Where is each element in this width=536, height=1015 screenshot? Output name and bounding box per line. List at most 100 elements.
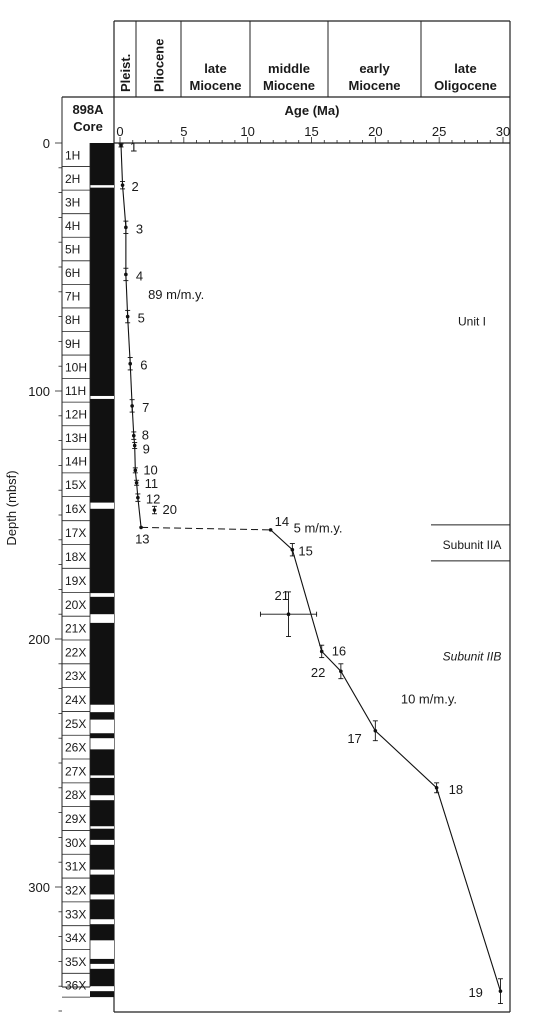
core-recovery-gap [90, 502, 114, 509]
datum-label: 5 [138, 311, 145, 326]
datum-label: 15 [298, 544, 312, 559]
core-recovery-gap [90, 614, 114, 623]
datum-point [136, 495, 140, 500]
core-label: 5H [65, 243, 80, 257]
epoch-label: Pleist. [118, 54, 133, 92]
datum-point [339, 669, 343, 674]
datum-point [128, 361, 133, 366]
annotations: 89 m/m.y. 5 m/m.y. 10 m/m.y. [148, 287, 457, 706]
datum-label: 21 [275, 588, 289, 603]
trend-line-10 [270, 529, 501, 992]
core-label: 22X [65, 645, 86, 659]
epoch-label: Pliocene [152, 39, 167, 92]
epoch-label: middle [268, 61, 310, 76]
datum-point [120, 183, 125, 187]
core-label: 30X [65, 836, 86, 850]
core-label: 15X [65, 478, 86, 492]
core-label: 24X [65, 693, 86, 707]
core-label: 19X [65, 574, 86, 588]
lithologic-units: Unit I Subunit IIA Subunit IIB [431, 315, 510, 663]
core-label: 6H [65, 266, 80, 280]
core-label: 25X [65, 717, 86, 731]
core-recovery-gap [90, 719, 114, 734]
datum-point [125, 314, 130, 319]
core-label: 16X [65, 502, 86, 516]
datum-point [152, 508, 157, 512]
x-tick-label: 15 [304, 124, 318, 139]
core-label: 29X [65, 812, 86, 826]
datum-point [268, 528, 273, 532]
core-label: 33X [65, 907, 86, 921]
datum-point [319, 649, 324, 654]
rate-annotation: 10 m/m.y. [401, 691, 457, 706]
x-tick-label: 25 [432, 124, 446, 139]
core-header-label: Core [73, 119, 103, 134]
core-column: 898A Core 1H 2H 3H 4H 5H 6H 7H 8H 9H 10H 11H 12H 13H 14… [62, 102, 114, 998]
core-label: 32X [65, 883, 86, 897]
core-label: 11H [65, 384, 86, 398]
epoch-label: Miocene [348, 78, 400, 93]
datum-point [124, 272, 128, 277]
epoch-label: early [359, 61, 390, 76]
core-label: 1H [65, 148, 80, 162]
core-recovery-bar [90, 143, 114, 998]
rate-annotation: 89 m/m.y. [148, 287, 204, 302]
core-label: 9H [65, 337, 80, 351]
core-recovery-gap [90, 738, 114, 750]
x-tick-label: 5 [180, 124, 187, 139]
core-label: 13H [65, 431, 87, 445]
datum-point [373, 728, 378, 733]
y-tick-label: 200 [28, 632, 50, 647]
datum-label: 9 [143, 442, 150, 457]
core-label: 27X [65, 764, 86, 778]
datum-label: 1 [130, 139, 137, 154]
core-label: 8H [65, 313, 80, 327]
x-tick-label: 20 [368, 124, 382, 139]
core-recovery-gap [90, 919, 114, 925]
core-label: 23X [65, 669, 86, 683]
epoch-label: Miocene [189, 78, 241, 93]
datum-point [134, 480, 139, 485]
x-tick-label: 30 [496, 124, 510, 139]
datum-point [434, 786, 439, 790]
datum-label: 22 [311, 665, 325, 680]
datum-label: 6 [140, 358, 147, 373]
core-label: 21X [65, 622, 86, 636]
core-recovery-gap [90, 839, 114, 845]
datum-label: 7 [142, 400, 149, 415]
core-label: 28X [65, 788, 86, 802]
core-label: 10H [65, 360, 87, 374]
datum-label: 18 [449, 782, 463, 797]
datum-point [498, 989, 503, 993]
datum-point [286, 612, 291, 616]
datum-label: 3 [136, 221, 143, 236]
x-tick-label: 10 [240, 124, 254, 139]
core-label: 20X [65, 598, 86, 612]
core-label: 2H [65, 172, 80, 186]
core-recovery-gap [90, 826, 114, 829]
datum-label: 16 [332, 643, 346, 658]
x-axis-label: Age (Ma) [285, 103, 340, 118]
rate-annotation: 5 m/m.y. [294, 520, 343, 535]
trend-line-hiatus [141, 526, 271, 531]
core-label: 31X [65, 860, 86, 874]
core-label: 36X [65, 979, 86, 993]
x-tick-label: 0 [116, 124, 123, 139]
datum-label: 12 [146, 492, 160, 507]
y-tick-label: 0 [43, 136, 50, 151]
datum-label: 4 [136, 268, 143, 283]
y-axis-label: Depth (mbsf) [4, 470, 19, 545]
datum-point [290, 547, 295, 552]
datum-label: 20 [162, 502, 176, 517]
core-label: 26X [65, 741, 86, 755]
core-label: 18X [65, 550, 86, 564]
datum-point [130, 404, 134, 408]
datum-label: 2 [132, 179, 139, 194]
y-tick-label: 100 [28, 384, 50, 399]
core-recovery-gap [90, 775, 114, 778]
core-label: 3H [65, 195, 80, 209]
core-label: 14H [65, 455, 87, 469]
